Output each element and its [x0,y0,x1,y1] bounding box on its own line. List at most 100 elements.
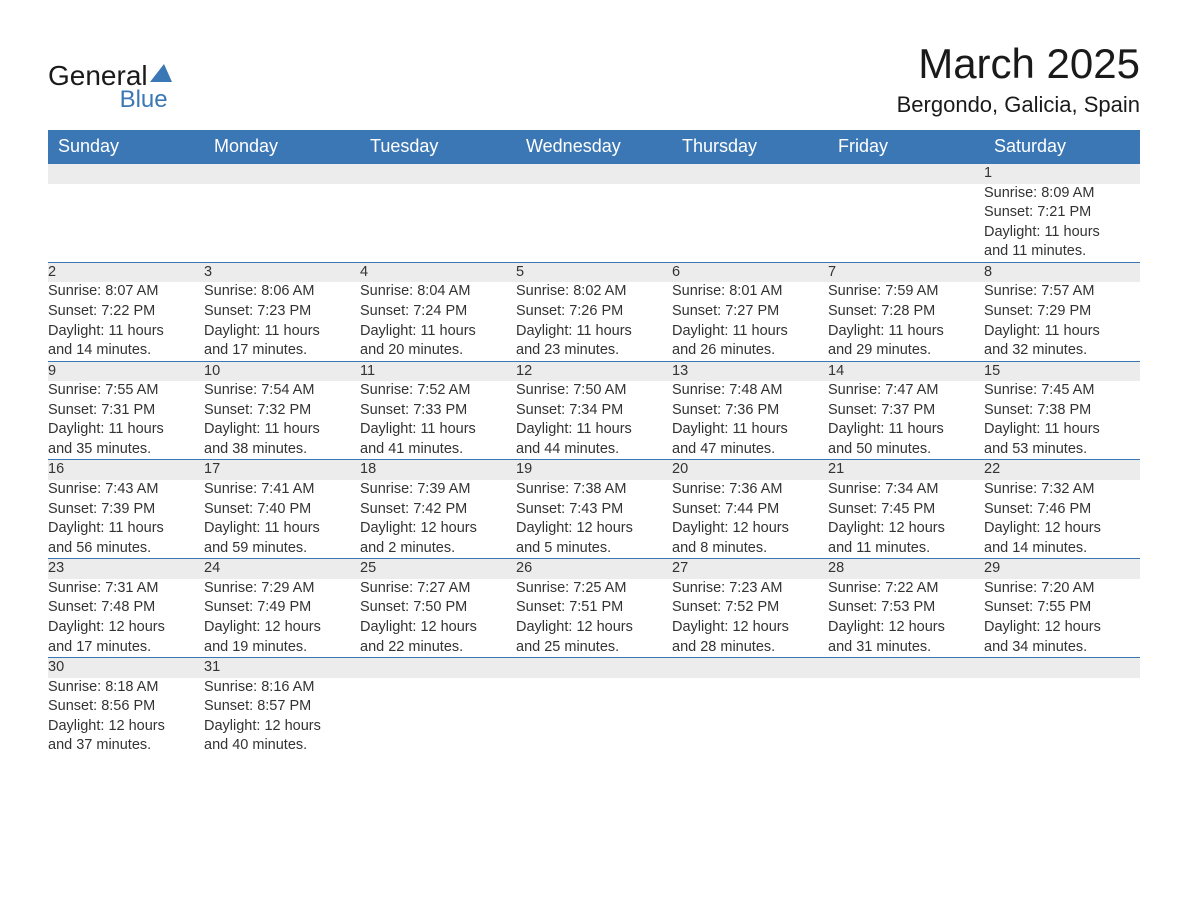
day-number-cell [828,658,984,678]
sunrise-text: Sunrise: 7:54 AM [204,381,360,401]
daynum-row: 1 [48,164,1140,184]
day-data-cell: Sunrise: 7:20 AMSunset: 7:55 PMDaylight:… [984,579,1140,658]
daylight-text-1: Daylight: 12 hours [828,618,984,638]
daylight-text-2: and 19 minutes. [204,638,360,658]
day-data-cell: Sunrise: 7:41 AMSunset: 7:40 PMDaylight:… [204,480,360,559]
sunset-text: Sunset: 7:38 PM [984,401,1140,421]
day-number-cell: 16 [48,460,204,480]
daylight-text-1: Daylight: 12 hours [672,519,828,539]
sunrise-text: Sunrise: 7:39 AM [360,480,516,500]
daylight-text-2: and 50 minutes. [828,440,984,460]
day-number-cell [48,164,204,184]
sunset-text: Sunset: 7:49 PM [204,598,360,618]
day-data-cell: Sunrise: 7:23 AMSunset: 7:52 PMDaylight:… [672,579,828,658]
daylight-text-1: Daylight: 11 hours [48,322,204,342]
sunset-text: Sunset: 7:51 PM [516,598,672,618]
day-number-cell: 27 [672,559,828,579]
day-data-cell [672,678,828,756]
day-data-cell: Sunrise: 7:27 AMSunset: 7:50 PMDaylight:… [360,579,516,658]
sunset-text: Sunset: 7:24 PM [360,302,516,322]
sunrise-text: Sunrise: 8:01 AM [672,282,828,302]
day-number-cell [360,164,516,184]
day-number-cell [828,164,984,184]
daynum-row: 23242526272829 [48,559,1140,579]
day-data-row: Sunrise: 8:18 AMSunset: 8:56 PMDaylight:… [48,678,1140,756]
daylight-text-1: Daylight: 11 hours [672,322,828,342]
day-number-cell: 5 [516,262,672,282]
daylight-text-2: and 32 minutes. [984,341,1140,361]
weekday-header: Tuesday [360,130,516,164]
sunset-text: Sunset: 7:42 PM [360,500,516,520]
daylight-text-2: and 31 minutes. [828,638,984,658]
location: Bergondo, Galicia, Spain [897,92,1140,118]
day-data-cell: Sunrise: 7:32 AMSunset: 7:46 PMDaylight:… [984,480,1140,559]
daylight-text-2: and 53 minutes. [984,440,1140,460]
day-data-cell [828,184,984,263]
day-data-cell [672,184,828,263]
day-data-row: Sunrise: 7:43 AMSunset: 7:39 PMDaylight:… [48,480,1140,559]
sunrise-text: Sunrise: 7:22 AM [828,579,984,599]
day-data-cell: Sunrise: 7:55 AMSunset: 7:31 PMDaylight:… [48,381,204,460]
sunrise-text: Sunrise: 7:47 AM [828,381,984,401]
day-number-cell: 23 [48,559,204,579]
sunset-text: Sunset: 7:43 PM [516,500,672,520]
daylight-text-2: and 23 minutes. [516,341,672,361]
sunrise-text: Sunrise: 7:20 AM [984,579,1140,599]
day-number-cell: 25 [360,559,516,579]
calendar-table: SundayMondayTuesdayWednesdayThursdayFrid… [48,130,1140,756]
month-title: March 2025 [897,40,1140,88]
sunset-text: Sunset: 7:22 PM [48,302,204,322]
day-data-row: Sunrise: 8:09 AMSunset: 7:21 PMDaylight:… [48,184,1140,263]
day-number-cell: 17 [204,460,360,480]
day-number-cell: 21 [828,460,984,480]
day-data-cell [984,678,1140,756]
daynum-row: 9101112131415 [48,361,1140,381]
daylight-text-2: and 22 minutes. [360,638,516,658]
day-number-cell [360,658,516,678]
sunrise-text: Sunrise: 7:34 AM [828,480,984,500]
daylight-text-1: Daylight: 12 hours [516,618,672,638]
day-data-row: Sunrise: 7:31 AMSunset: 7:48 PMDaylight:… [48,579,1140,658]
sunset-text: Sunset: 7:32 PM [204,401,360,421]
day-data-cell [360,184,516,263]
daylight-text-2: and 14 minutes. [984,539,1140,559]
day-data-cell: Sunrise: 7:43 AMSunset: 7:39 PMDaylight:… [48,480,204,559]
sunset-text: Sunset: 7:29 PM [984,302,1140,322]
daylight-text-1: Daylight: 11 hours [828,420,984,440]
day-data-cell: Sunrise: 7:29 AMSunset: 7:49 PMDaylight:… [204,579,360,658]
day-data-cell: Sunrise: 8:01 AMSunset: 7:27 PMDaylight:… [672,282,828,361]
daylight-text-1: Daylight: 11 hours [828,322,984,342]
day-data-cell: Sunrise: 8:04 AMSunset: 7:24 PMDaylight:… [360,282,516,361]
daylight-text-1: Daylight: 11 hours [204,420,360,440]
sunrise-text: Sunrise: 7:27 AM [360,579,516,599]
daylight-text-2: and 35 minutes. [48,440,204,460]
sunrise-text: Sunrise: 7:59 AM [828,282,984,302]
sunset-text: Sunset: 7:31 PM [48,401,204,421]
sunrise-text: Sunrise: 7:36 AM [672,480,828,500]
daylight-text-2: and 44 minutes. [516,440,672,460]
day-data-cell: Sunrise: 8:06 AMSunset: 7:23 PMDaylight:… [204,282,360,361]
day-data-cell: Sunrise: 8:18 AMSunset: 8:56 PMDaylight:… [48,678,204,756]
day-data-cell: Sunrise: 8:02 AMSunset: 7:26 PMDaylight:… [516,282,672,361]
sunset-text: Sunset: 7:44 PM [672,500,828,520]
weekday-header: Friday [828,130,984,164]
daynum-row: 2345678 [48,262,1140,282]
day-number-cell [516,658,672,678]
daylight-text-1: Daylight: 11 hours [516,322,672,342]
day-number-cell: 31 [204,658,360,678]
daylight-text-1: Daylight: 12 hours [672,618,828,638]
daylight-text-1: Daylight: 11 hours [984,223,1140,243]
day-data-cell [204,184,360,263]
daylight-text-1: Daylight: 11 hours [204,519,360,539]
header: General Blue March 2025 Bergondo, Galici… [48,40,1140,118]
sunrise-text: Sunrise: 7:41 AM [204,480,360,500]
daylight-text-2: and 37 minutes. [48,736,204,756]
sunset-text: Sunset: 7:40 PM [204,500,360,520]
day-number-cell: 8 [984,262,1140,282]
sunset-text: Sunset: 7:39 PM [48,500,204,520]
weekday-header: Wednesday [516,130,672,164]
day-data-cell: Sunrise: 7:45 AMSunset: 7:38 PMDaylight:… [984,381,1140,460]
sunrise-text: Sunrise: 7:31 AM [48,579,204,599]
daylight-text-1: Daylight: 11 hours [516,420,672,440]
daylight-text-1: Daylight: 12 hours [360,519,516,539]
